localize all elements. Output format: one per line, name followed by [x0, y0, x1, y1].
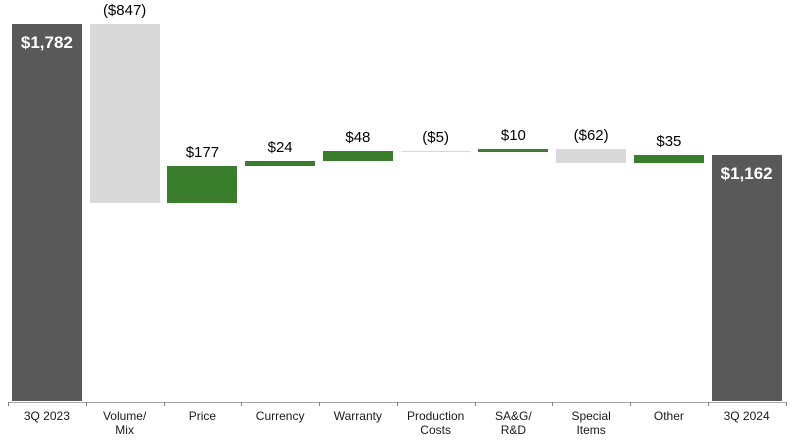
- category-label-3q-2024: 3Q 2024: [723, 409, 770, 423]
- x-axis-tick: [163, 401, 165, 406]
- bar-production-costs: [400, 150, 471, 152]
- value-label-price: $177: [185, 143, 220, 161]
- bar-special-items: [556, 149, 627, 163]
- value-label-3q-2023: $1,782: [20, 33, 73, 52]
- x-axis-tick: [552, 401, 554, 406]
- x-axis-tick: [85, 401, 87, 406]
- category-label-price: Price: [188, 409, 217, 423]
- category-label-special-items: Special Items: [571, 409, 611, 437]
- bar-warranty: [322, 150, 393, 161]
- bar-3q-2023: [11, 24, 82, 401]
- category-label-sa-g-r-d: SA&G/ R&D: [495, 409, 532, 437]
- bar-other: [633, 155, 704, 163]
- value-label-volume-mix: ($847): [102, 2, 147, 19]
- x-axis-tick: [474, 401, 476, 406]
- category-label-other: Other: [653, 409, 684, 423]
- value-label-warranty: $48: [345, 128, 371, 146]
- bar-currency: [245, 160, 316, 166]
- category-label-warranty: Warranty: [333, 409, 382, 423]
- bar-sa-g-r-d: [478, 149, 549, 152]
- bar-3q-2024: [711, 155, 782, 401]
- x-axis-tick: [241, 401, 243, 406]
- x-axis-tick: [707, 401, 709, 406]
- bar-volume-mix: [89, 24, 160, 204]
- category-label-currency: Currency: [255, 409, 305, 423]
- value-label-sa-g-r-d: $10: [500, 127, 526, 145]
- category-label-volume-mix: Volume/ Mix: [102, 409, 147, 437]
- category-label-production-costs: Production Costs: [406, 409, 465, 437]
- x-axis-tick: [396, 401, 398, 406]
- value-label-currency: $24: [267, 138, 293, 156]
- category-label-3q-2023: 3Q 2023: [23, 409, 70, 423]
- x-axis-tick: [8, 401, 9, 406]
- value-label-production-costs: ($5): [422, 128, 449, 146]
- value-label-other: $35: [656, 133, 682, 151]
- value-label-special-items: ($62): [573, 127, 609, 145]
- bar-price: [167, 165, 238, 204]
- x-axis-tick: [319, 401, 320, 406]
- value-label-3q-2024: $1,162: [720, 164, 773, 184]
- x-axis-tick: [785, 401, 787, 406]
- x-axis-tick: [630, 401, 631, 406]
